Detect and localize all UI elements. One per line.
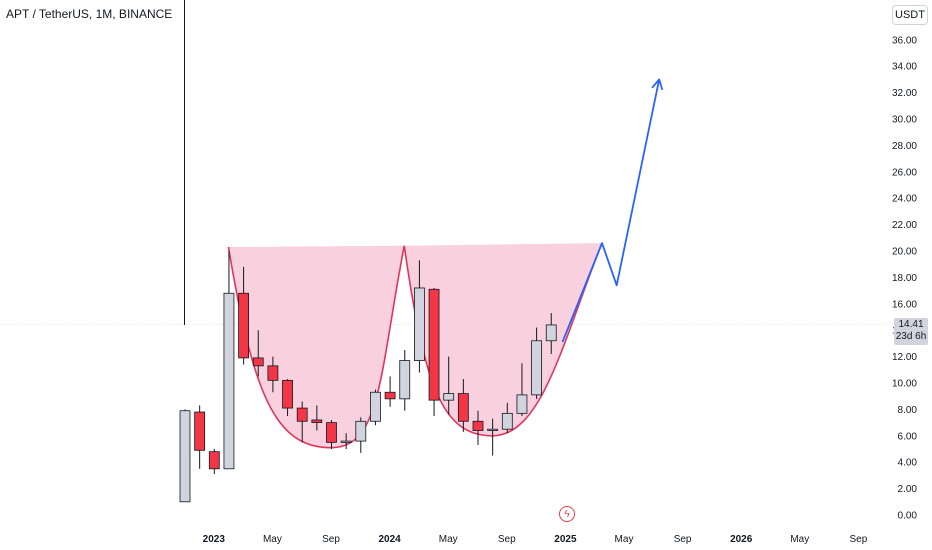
candle bbox=[370, 389, 381, 426]
candle bbox=[238, 266, 250, 365]
candle-body-down bbox=[428, 288, 440, 401]
last-price-value: 14.41 bbox=[898, 319, 924, 330]
candle bbox=[355, 417, 367, 453]
y-tick-label: 26.00 bbox=[892, 167, 917, 178]
candle-body-up bbox=[340, 440, 352, 443]
y-tick-label: 18.00 bbox=[892, 273, 917, 284]
candle bbox=[501, 402, 513, 434]
candle-body-up bbox=[545, 324, 557, 342]
candle bbox=[384, 376, 396, 407]
candle-body-down bbox=[326, 422, 337, 443]
x-tick-label: 2023 bbox=[203, 534, 226, 545]
candle-body-up bbox=[443, 393, 455, 401]
candle-body-down bbox=[267, 365, 279, 381]
x-tick-label: Sep bbox=[498, 534, 516, 545]
y-tick-label: 22.00 bbox=[892, 220, 917, 231]
candle-body-down bbox=[457, 393, 469, 422]
candle-body-down bbox=[296, 407, 308, 422]
candle-body-up bbox=[355, 420, 367, 442]
symbol-title: APT / TetherUS, 1M, BINANCE bbox=[6, 7, 173, 21]
candle-body-up bbox=[501, 412, 513, 430]
y-tick-label: 4.00 bbox=[898, 458, 918, 469]
candle bbox=[179, 409, 191, 503]
pattern-fill-area bbox=[228, 243, 603, 448]
candle bbox=[531, 327, 542, 399]
cup-and-handle-pattern[interactable] bbox=[227, 242, 603, 449]
projection-path[interactable] bbox=[561, 79, 661, 343]
candle bbox=[516, 363, 528, 416]
y-tick-label: 24.00 bbox=[892, 194, 917, 205]
candle bbox=[413, 260, 425, 373]
candle bbox=[457, 379, 469, 432]
x-tick-label: 2024 bbox=[378, 534, 401, 545]
projection-arrow[interactable] bbox=[561, 78, 664, 343]
y-tick-label: 34.00 bbox=[892, 62, 917, 73]
x-tick-label: May bbox=[615, 534, 634, 545]
candle-body-down bbox=[311, 419, 323, 423]
candle-body-up bbox=[223, 292, 235, 470]
candle bbox=[223, 251, 235, 470]
lightning-icon[interactable]: ϟ bbox=[559, 506, 575, 522]
candle bbox=[194, 405, 206, 469]
y-tick-label: 6.00 bbox=[898, 431, 918, 442]
candle-body-down bbox=[252, 357, 264, 367]
candle bbox=[545, 313, 557, 354]
currency-button[interactable]: USDT bbox=[892, 5, 928, 25]
x-tick-label: Sep bbox=[322, 534, 340, 545]
candle-body-up bbox=[179, 410, 191, 503]
candle bbox=[296, 401, 308, 443]
x-tick-label: 2025 bbox=[554, 534, 577, 545]
candle-body-down bbox=[238, 292, 250, 359]
x-tick-label: May bbox=[263, 534, 282, 545]
y-tick-label: 36.00 bbox=[892, 35, 917, 46]
pattern-curve[interactable] bbox=[227, 242, 603, 449]
candle-body-down bbox=[384, 391, 396, 400]
candle bbox=[252, 330, 264, 377]
candle-body-down bbox=[282, 379, 293, 409]
x-tick-label: May bbox=[439, 534, 458, 545]
candle-body-up bbox=[370, 391, 381, 422]
y-tick-label: 32.00 bbox=[892, 88, 917, 99]
x-tick-label: Sep bbox=[674, 534, 692, 545]
candle bbox=[208, 449, 220, 475]
bar-countdown: 23d 6h bbox=[895, 331, 927, 342]
candle bbox=[487, 418, 499, 456]
candle bbox=[472, 410, 484, 446]
candlestick-series bbox=[179, 251, 557, 503]
x-tick-label: Sep bbox=[850, 534, 868, 545]
candle-body-up bbox=[487, 428, 499, 431]
candle bbox=[326, 419, 337, 449]
candle-body-down bbox=[194, 411, 206, 451]
last-price-tag: 14.41 23d 6h bbox=[894, 318, 928, 345]
y-tick-label: 20.00 bbox=[892, 247, 917, 258]
price-axis[interactable]: 36.00 34.00 32.00 30.00 28.00 26.00 24.00 22.00… bbox=[892, 35, 917, 521]
x-tick-label: 2026 bbox=[730, 534, 753, 545]
y-tick-label: 10.00 bbox=[892, 379, 917, 390]
candle bbox=[399, 350, 411, 411]
y-tick-label: 12.00 bbox=[892, 352, 917, 363]
candle-body-up bbox=[399, 360, 411, 400]
y-tick-label: 0.00 bbox=[898, 511, 918, 522]
candle-body-up bbox=[413, 287, 425, 361]
y-tick-label: 16.00 bbox=[892, 299, 917, 310]
candle-body-up bbox=[531, 340, 542, 396]
y-tick-label: 28.00 bbox=[892, 141, 917, 152]
arrowhead-icon bbox=[651, 78, 664, 91]
time-axis[interactable]: 2023 May Sep 2024 May Sep 2025 May Sep 2026 May Sep bbox=[203, 534, 868, 545]
y-tick-label: 2.00 bbox=[898, 484, 918, 495]
candle-body-up bbox=[516, 394, 528, 414]
y-tick-label: 8.00 bbox=[898, 405, 918, 416]
candle bbox=[340, 433, 352, 449]
candle bbox=[311, 405, 323, 431]
x-tick-label: May bbox=[790, 534, 809, 545]
candle bbox=[267, 356, 279, 393]
candle-body-down bbox=[208, 451, 220, 470]
candle bbox=[282, 379, 293, 416]
y-tick-label: 30.00 bbox=[892, 115, 917, 126]
candle-body-down bbox=[472, 420, 484, 431]
candle bbox=[428, 287, 440, 416]
candle bbox=[443, 356, 455, 415]
